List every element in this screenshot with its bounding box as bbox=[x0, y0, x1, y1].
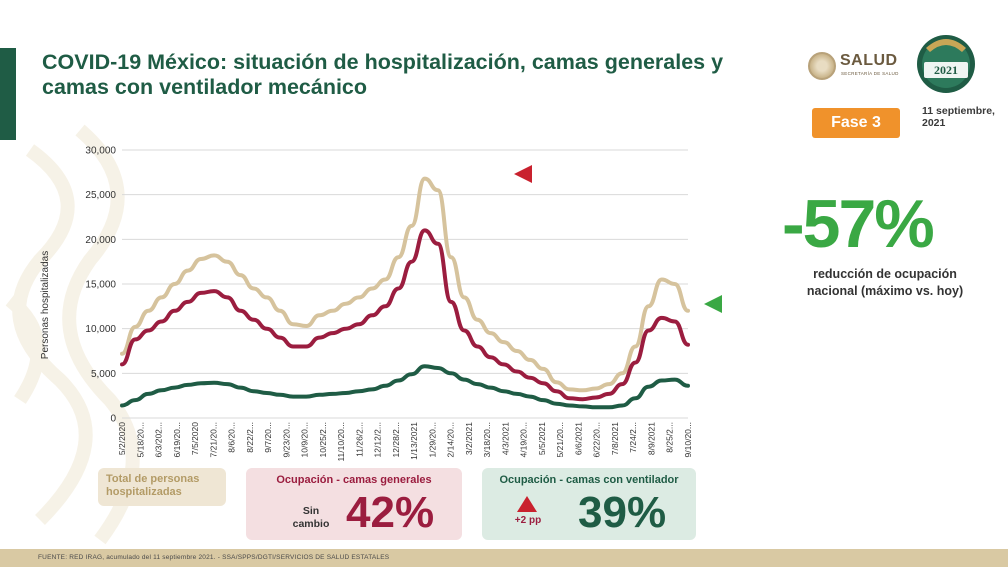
x-tick-label: 8/25/2... bbox=[665, 422, 675, 453]
general-beds-change: Sin cambio bbox=[292, 505, 330, 530]
ventilator-beds-card: Ocupación - camas con ventilador +2 pp 3… bbox=[482, 468, 696, 540]
general-beds-line bbox=[120, 228, 690, 402]
x-tick-label: 12/28/2... bbox=[391, 422, 401, 457]
x-tick-label: 7/21/20... bbox=[208, 422, 218, 457]
y-axis-label: Personas hospitalizadas bbox=[40, 251, 51, 359]
x-tick-label: 7/5/2020 bbox=[190, 422, 200, 455]
footer-source: FUENTE: RED IRAG, acumulado del 11 septi… bbox=[38, 554, 390, 561]
salud-logo-text: SALUD bbox=[840, 52, 898, 69]
x-tick-label: 7/24/2... bbox=[628, 422, 638, 453]
y-tick-label: 25,000 bbox=[85, 190, 116, 201]
svg-text:2021: 2021 bbox=[934, 63, 958, 77]
y-tick-label: 5,000 bbox=[91, 369, 116, 380]
x-tick-label: 2/14/20... bbox=[446, 422, 456, 457]
x-tick-label: 6/3/202... bbox=[154, 422, 164, 457]
x-tick-label: 5/2/2020 bbox=[117, 422, 127, 455]
x-tick-label: 5/21/20... bbox=[555, 422, 565, 457]
x-tick-label: 8/22/2... bbox=[245, 422, 255, 453]
x-tick-label: 9/10/20... bbox=[683, 422, 693, 457]
general-beds-title: Ocupación - camas generales bbox=[276, 474, 432, 486]
x-tick-label: 11/26/2... bbox=[354, 422, 364, 457]
x-tick-label: 5/18/20... bbox=[135, 422, 145, 457]
x-tick-label: 8/6/20... bbox=[227, 422, 237, 453]
general-beds-card: Ocupación - camas generales Sin cambio 4… bbox=[246, 468, 462, 540]
y-tick-label: 30,000 bbox=[85, 146, 116, 157]
ventilator-beds-percentage: 39% bbox=[578, 488, 667, 537]
general-beds-percentage: 42% bbox=[346, 488, 435, 537]
total-hospitalized-label: Total de personas hospitalizadas bbox=[106, 473, 200, 498]
x-tick-label: 10/25/2... bbox=[318, 422, 328, 457]
ventilator-beds-line bbox=[120, 364, 690, 410]
y-tick-label: 15,000 bbox=[85, 280, 116, 291]
ventilator-beds-change: +2 pp bbox=[514, 515, 542, 526]
x-tick-label: 6/22/20... bbox=[592, 422, 602, 457]
x-tick-label: 3/18/20... bbox=[482, 422, 492, 457]
x-tick-label: 1/29/20... bbox=[427, 422, 437, 457]
x-tick-label: 1/13/2021 bbox=[409, 422, 419, 460]
x-tick-label: 9/7/20... bbox=[263, 422, 273, 453]
x-tick-label: 6/6/2021 bbox=[573, 422, 583, 455]
x-tick-label: 4/3/2021 bbox=[500, 422, 510, 455]
x-tick-label: 9/23/20... bbox=[281, 422, 291, 457]
total-hospitalized-legend-card: Total de personas hospitalizadas bbox=[98, 468, 226, 506]
total-hospitalized-line bbox=[120, 176, 690, 393]
salud-logo: SALUD SECRETARÍA DE SALUD bbox=[808, 50, 908, 84]
y-tick-label: 10,000 bbox=[85, 324, 116, 335]
salud-logo-subtext: SECRETARÍA DE SALUD bbox=[841, 71, 899, 76]
red-arrow-marker-icon bbox=[514, 165, 532, 183]
title-accent-bar bbox=[0, 48, 16, 140]
y-tick-label: 0 bbox=[110, 414, 116, 425]
x-tick-label: 10/9/20... bbox=[300, 422, 310, 457]
green-arrow-marker-icon bbox=[704, 295, 722, 313]
x-tick-label: 7/8/2021 bbox=[610, 422, 620, 455]
x-tick-label: 4/19/20... bbox=[519, 422, 529, 457]
x-tick-label: 5/5/2021 bbox=[537, 422, 547, 455]
phase-badge: Fase 3 bbox=[812, 108, 900, 138]
x-tick-label: 3/2/2021 bbox=[464, 422, 474, 455]
page-title: COVID-19 México: situación de hospitaliz… bbox=[42, 50, 724, 99]
x-tick-label: 12/12/2... bbox=[373, 422, 383, 457]
footer-bar: FUENTE: RED IRAG, acumulado del 11 septi… bbox=[0, 549, 1008, 567]
salud-emblem-icon bbox=[808, 52, 836, 80]
reduction-percentage: -57% bbox=[782, 186, 935, 262]
x-tick-label: 11/10/20... bbox=[336, 422, 346, 462]
mexico-2021-logo-icon: 2021 bbox=[917, 35, 975, 93]
reduction-label: reducción de ocupación nacional (máximo … bbox=[806, 267, 964, 298]
report-date: 11 septiembre, 2021 bbox=[922, 105, 995, 129]
ventilator-beds-title: Ocupación - camas con ventilador bbox=[499, 474, 679, 486]
x-tick-label: 6/19/20... bbox=[172, 422, 182, 457]
increase-triangle-icon bbox=[517, 496, 537, 512]
x-tick-label: 8/9/2021 bbox=[646, 422, 656, 455]
y-tick-label: 20,000 bbox=[85, 235, 116, 246]
